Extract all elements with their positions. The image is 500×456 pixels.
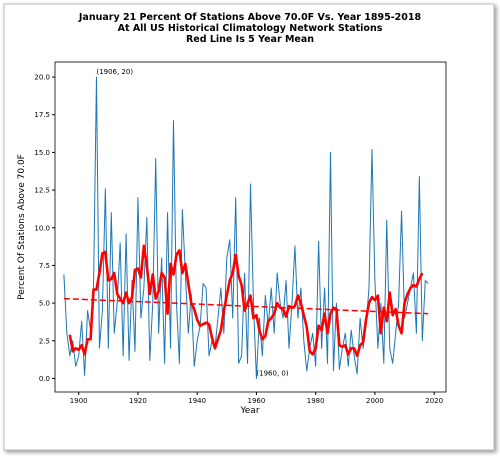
plot-frame	[54, 61, 447, 393]
chart-title: January 21 Percent Of Stations Above 70.…	[78, 12, 422, 23]
chart-title: At All US Historical Climatology Network…	[118, 23, 383, 34]
x-tick-label: 1940	[188, 397, 206, 405]
y-tick-label: 17.5	[34, 111, 50, 119]
y-tick-label: 12.5	[34, 187, 50, 195]
annotation: (1906, 20)	[96, 68, 133, 76]
x-axis-label: Year	[239, 406, 259, 416]
x-tick-label: 1900	[70, 397, 88, 405]
y-tick-label: 5.0	[39, 300, 50, 308]
y-tick-label: 15.0	[34, 149, 50, 157]
x-tick-label: 1920	[129, 397, 147, 405]
y-tick-label: 2.5	[39, 337, 50, 345]
x-tick-label: 2000	[366, 397, 384, 405]
y-tick-label: 20.0	[34, 74, 50, 82]
annotation: (1960, 0)	[256, 369, 288, 377]
x-tick-label: 1960	[248, 397, 266, 405]
y-tick-label: 10.0	[34, 224, 50, 232]
frame	[3, 3, 495, 451]
y-axis-label: Percent Of Stations Above 70.0F	[17, 154, 27, 300]
y-tick-label: 0.0	[39, 375, 50, 383]
chart-title: Red Line Is 5 Year Mean	[186, 34, 314, 45]
y-tick-label: 7.5	[39, 262, 50, 270]
x-tick-label: 1980	[307, 397, 325, 405]
series-line	[63, 297, 429, 315]
x-tick-label: 2020	[425, 397, 443, 405]
